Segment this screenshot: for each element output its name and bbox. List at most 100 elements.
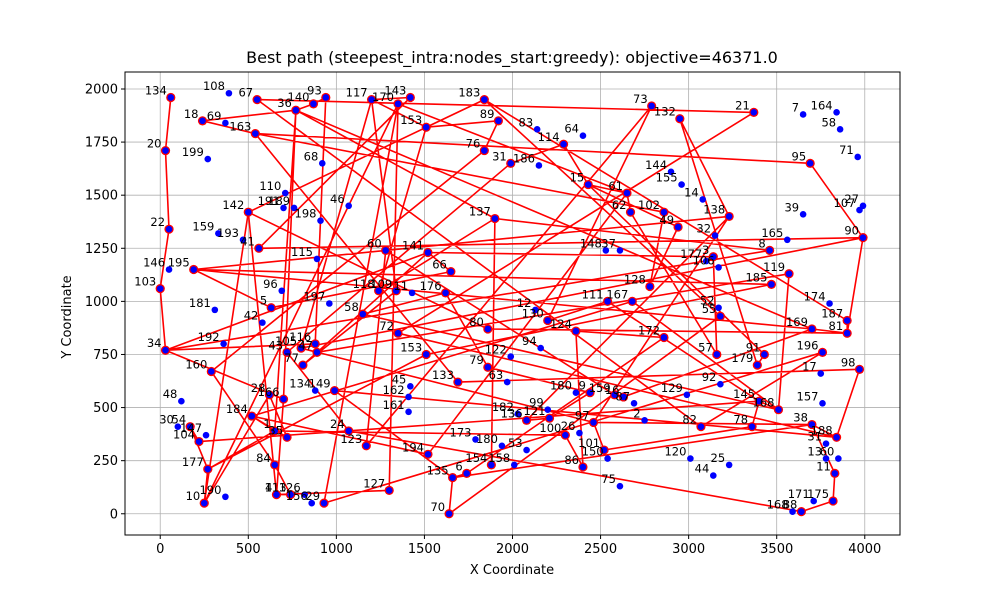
node-point <box>641 417 648 424</box>
node-point <box>318 160 326 167</box>
node-label: 173 <box>450 425 472 439</box>
y-tick-label: 0 <box>110 507 118 522</box>
node-label: 122 <box>485 343 507 357</box>
node-label: 177 <box>680 247 702 261</box>
node-point <box>590 419 597 426</box>
node-label: 119 <box>763 260 785 274</box>
node-point <box>711 232 719 239</box>
node-label: 83 <box>519 115 534 129</box>
node-label: 87 <box>615 389 630 403</box>
node-point <box>281 189 289 197</box>
node-label: 165 <box>761 226 783 240</box>
node-label: 157 <box>797 389 819 403</box>
node-label: 120 <box>664 445 686 459</box>
node-label: 92 <box>702 370 717 384</box>
node-label: 16 <box>605 383 620 397</box>
y-tick-label: 500 <box>93 401 118 416</box>
node-point <box>283 349 291 356</box>
node-label: 63 <box>489 368 504 382</box>
node-label: 4 <box>265 481 272 495</box>
node-label: 15 <box>570 171 585 185</box>
node-label: 45 <box>392 372 407 386</box>
node-point <box>167 94 175 101</box>
x-tick-label: 4000 <box>848 542 881 557</box>
node-point <box>709 253 717 261</box>
node-label: 106 <box>693 253 715 267</box>
node-label: 100 <box>539 421 561 435</box>
node-label: 191 <box>258 194 280 208</box>
node-label: 115 <box>291 245 313 259</box>
node-point <box>345 427 352 435</box>
node-label: 103 <box>134 275 156 289</box>
node-point <box>266 391 273 399</box>
node-label: 82 <box>682 413 697 427</box>
node-point <box>186 423 194 430</box>
node-label: 66 <box>432 258 447 272</box>
node-label: 62 <box>612 198 627 212</box>
node-point <box>190 266 197 273</box>
node-label: 158 <box>488 451 510 465</box>
node-label: 37 <box>601 236 616 250</box>
node-label: 134 <box>289 377 311 391</box>
node-point <box>299 361 307 369</box>
node-point <box>532 306 539 314</box>
node-point <box>560 140 567 148</box>
node-point <box>676 115 684 123</box>
node-point <box>514 410 522 418</box>
node-label: 188 <box>811 423 833 437</box>
node-label: 109 <box>370 277 392 291</box>
y-tick-label: 1250 <box>85 242 118 257</box>
y-tick-label: 750 <box>93 348 118 363</box>
node-label: 136 <box>501 406 523 420</box>
node-point <box>394 100 402 108</box>
node-point <box>311 387 319 394</box>
node-label: 159 <box>192 219 214 233</box>
node-point <box>290 204 298 212</box>
node-point <box>202 431 210 439</box>
node-point <box>208 368 215 375</box>
node-label: 26 <box>561 419 576 433</box>
node-label: 137 <box>469 205 491 219</box>
node-label: 184 <box>226 402 248 416</box>
node-point <box>297 344 305 352</box>
node-label: 1 <box>263 417 270 431</box>
node-label: 198 <box>295 207 317 221</box>
y-tick-label: 250 <box>93 454 118 469</box>
node-point <box>317 217 324 224</box>
node-label: 60 <box>367 236 382 250</box>
node-point <box>407 94 414 101</box>
node-label: 97 <box>575 408 590 422</box>
node-label: 32 <box>696 222 711 236</box>
node-label: 167 <box>606 287 628 301</box>
x-tick-label: 2500 <box>584 542 617 557</box>
node-label: 183 <box>458 86 480 100</box>
node-point <box>709 472 717 479</box>
node-point <box>808 325 816 333</box>
node-point <box>405 393 412 401</box>
node-point <box>503 378 511 386</box>
node-point <box>498 442 506 450</box>
node-point <box>368 96 375 103</box>
node-label: 7 <box>792 100 799 114</box>
node-label: 84 <box>256 451 271 465</box>
node-label: 10 <box>186 489 201 503</box>
node-point <box>382 247 389 254</box>
node-point <box>174 423 182 430</box>
node-point <box>278 287 286 295</box>
node-label: 121 <box>524 404 546 418</box>
node-label: 153 <box>400 113 422 127</box>
node-point <box>783 236 791 244</box>
node-point <box>449 474 456 481</box>
node-label: 58 <box>344 300 359 314</box>
node-point <box>586 389 594 397</box>
node-point <box>424 450 432 458</box>
node-label: 69 <box>207 109 222 123</box>
node-point <box>678 181 685 188</box>
node-label: 186 <box>513 151 535 165</box>
node-point <box>523 446 530 454</box>
node-point <box>283 434 291 441</box>
node-point <box>392 287 400 295</box>
node-label: 44 <box>695 462 710 476</box>
node-label: 194 <box>402 440 424 454</box>
node-label: 30 <box>159 413 174 427</box>
